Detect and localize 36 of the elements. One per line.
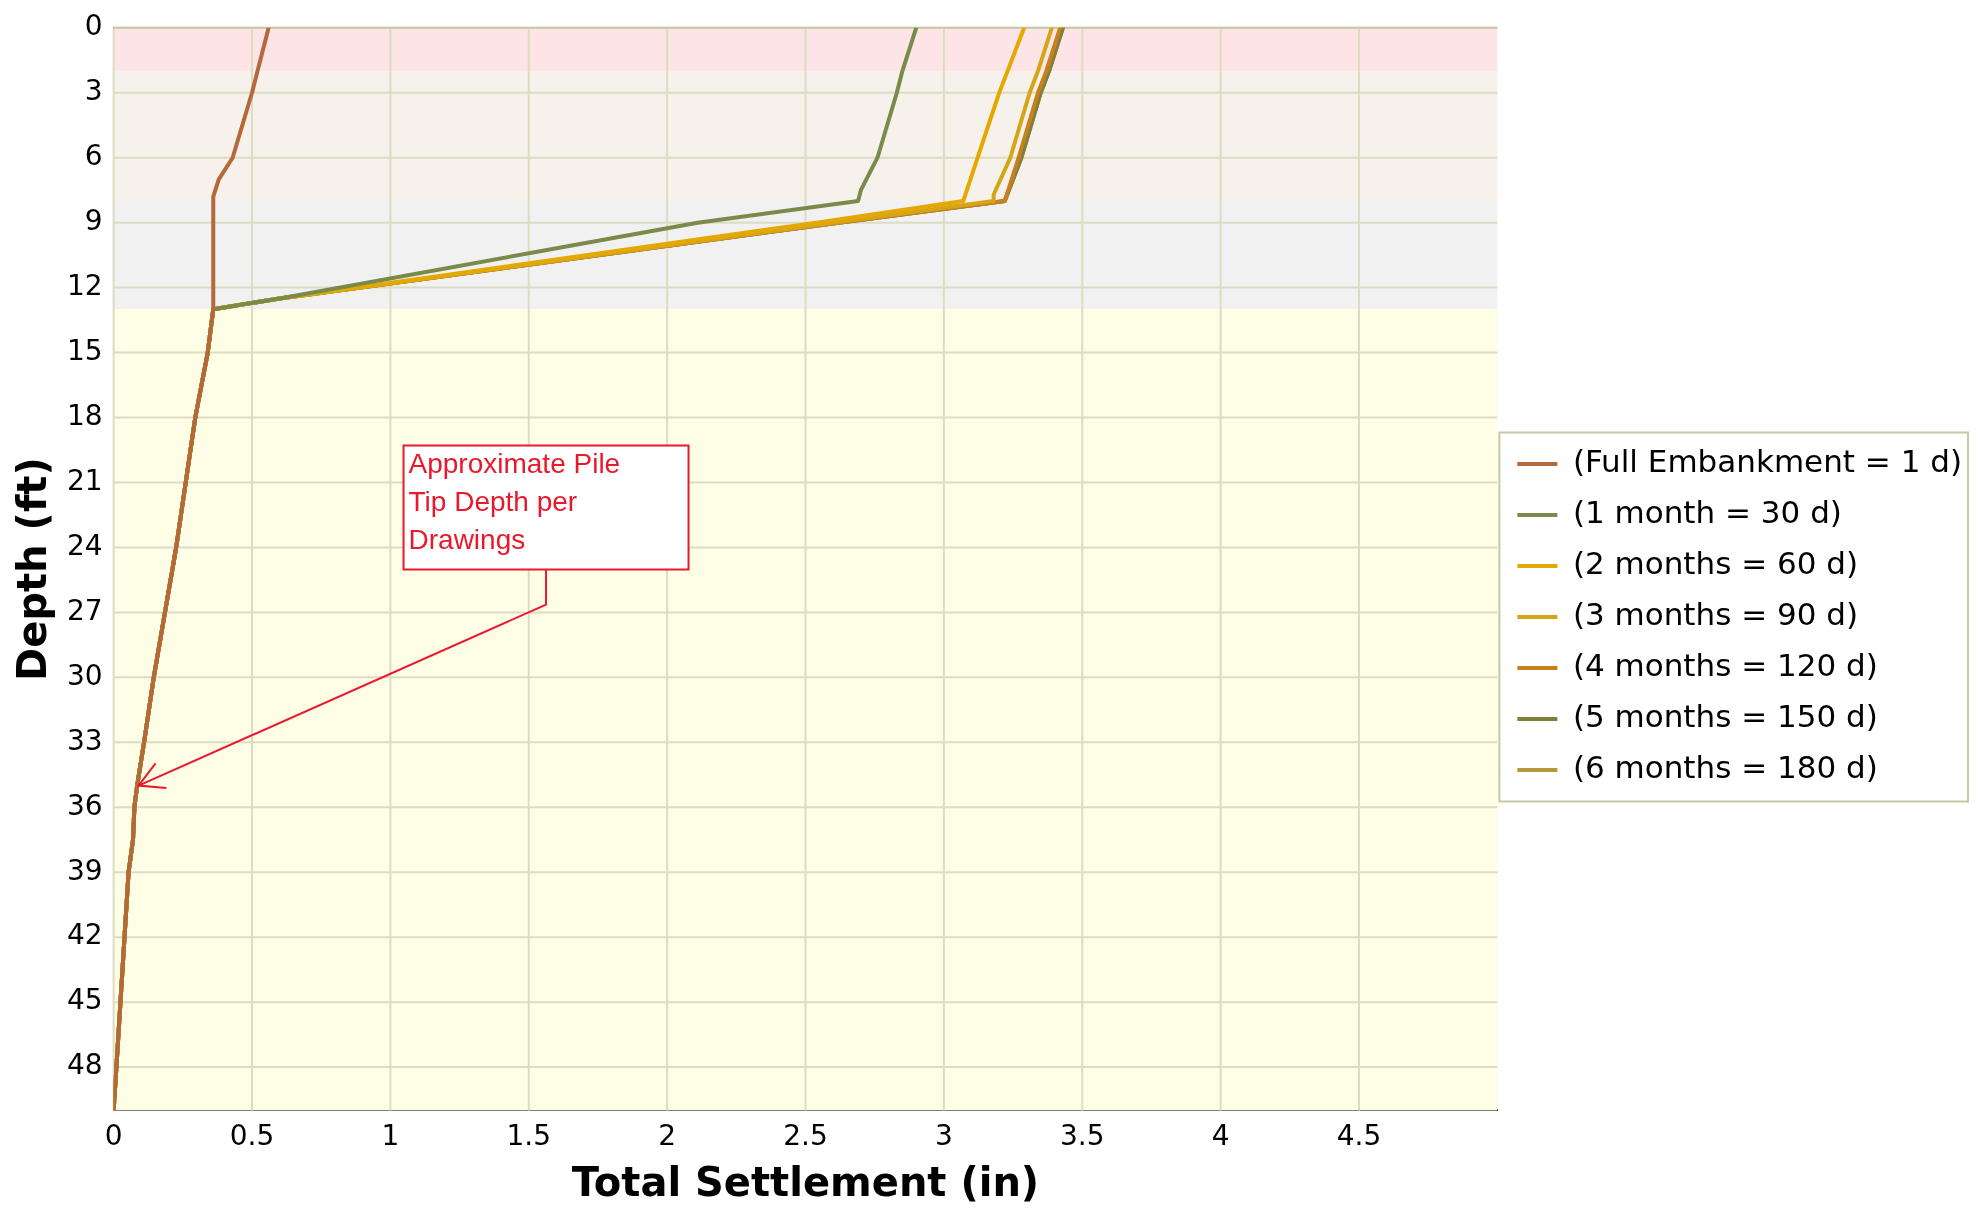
x-tick-label: 4 — [1211, 1119, 1230, 1153]
x-axis-title: Total Settlement (in) — [571, 1159, 1040, 1206]
y-tick-label: 0 — [84, 9, 103, 43]
legend-label: (6 months = 180 d) — [1572, 749, 1878, 786]
y-tick-label: 18 — [66, 398, 103, 432]
y-tick-label: 3 — [84, 74, 103, 108]
legend-label: (4 months = 120 d) — [1572, 647, 1878, 684]
legend-label: (Full Embankment = 1 d) — [1572, 443, 1963, 480]
y-tick-label: 33 — [66, 723, 103, 757]
y-tick-label: 48 — [66, 1048, 103, 1082]
y-tick-label: 45 — [66, 983, 103, 1017]
y-tick-label: 36 — [66, 788, 103, 822]
y-tick-label: 42 — [66, 918, 103, 952]
x-tick-label: 2.5 — [783, 1119, 828, 1153]
annotation: Approximate Pile Tip Depth per Drawings — [408, 448, 621, 556]
y-tick-label: 12 — [66, 268, 103, 302]
x-tick-label: 3.5 — [1059, 1119, 1105, 1153]
legend-label: (5 months = 150 d) — [1572, 698, 1878, 735]
y-tick-label: 6 — [84, 138, 103, 172]
x-tick-label: 3 — [934, 1119, 953, 1153]
x-tick-label: 4.5 — [1336, 1119, 1382, 1153]
y-tick-label: 15 — [66, 333, 103, 367]
x-tick-label: 1.5 — [506, 1119, 552, 1153]
legend-label: (2 months = 60 d) — [1572, 545, 1859, 582]
legend-label: (3 months = 90 d) — [1572, 596, 1859, 633]
y-tick-label: 21 — [66, 463, 103, 497]
legend-label: (1 month = 30 d) — [1572, 494, 1842, 531]
x-tick-label: 2 — [658, 1119, 677, 1153]
y-tick-label: 39 — [66, 853, 103, 887]
y-tick-label: 27 — [66, 593, 103, 627]
x-tick-label: 1 — [381, 1119, 400, 1153]
y-axis-title: Depth (ft) — [9, 457, 56, 681]
y-tick-label: 9 — [84, 203, 103, 237]
y-tick-label: 30 — [66, 658, 103, 692]
y-tick-label: 24 — [66, 528, 103, 562]
x-tick-label: 0.5 — [229, 1119, 275, 1153]
